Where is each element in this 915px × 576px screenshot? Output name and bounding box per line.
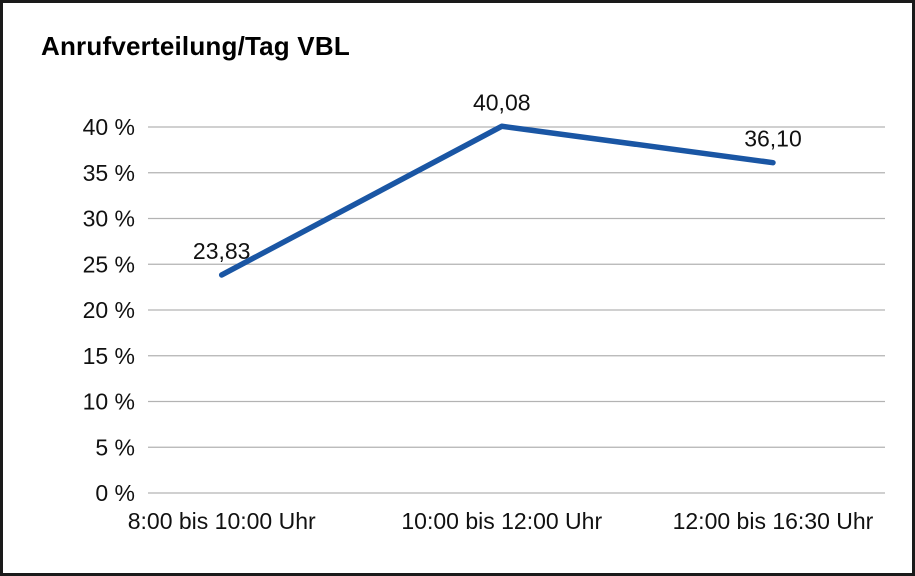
x-axis-label: 10:00 bis 12:00 Uhr	[401, 508, 602, 534]
data-label: 40,08	[473, 89, 531, 115]
data-label: 36,10	[744, 126, 802, 152]
y-tick-label: 25 %	[83, 251, 135, 277]
y-tick-label: 0 %	[95, 480, 135, 506]
data-line	[218, 123, 776, 278]
y-tick-label: 5 %	[95, 434, 135, 460]
y-tick-label: 15 %	[83, 343, 135, 369]
y-tick-label: 40 %	[83, 114, 135, 140]
y-tick-label: 10 %	[83, 389, 135, 415]
line-chart: 0 % 5 % 10 % 15 % 20 % 25 % 30 % 35 % 40 % 8:00 b…	[83, 89, 885, 534]
y-tick-label: 35 %	[83, 160, 135, 186]
chart-title: Anrufverteilung/Tag VBL	[41, 31, 350, 61]
x-axis-label: 12:00 bis 16:30 Uhr	[673, 508, 874, 534]
y-tick-label: 30 %	[83, 206, 135, 232]
y-tick-label: 20 %	[83, 297, 135, 323]
x-axis-label: 8:00 bis 10:00 Uhr	[128, 508, 316, 534]
data-label: 23,83	[193, 238, 251, 264]
